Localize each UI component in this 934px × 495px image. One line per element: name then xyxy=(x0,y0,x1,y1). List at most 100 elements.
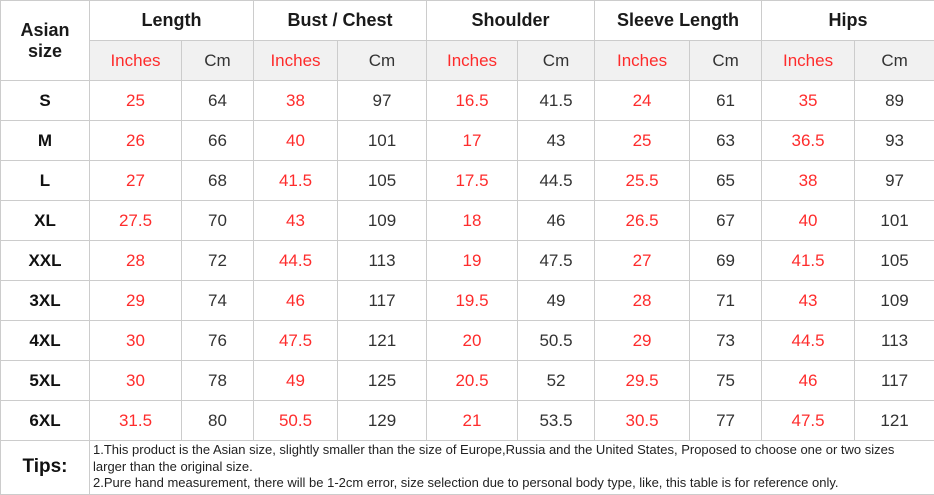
cm-value: 101 xyxy=(855,201,934,241)
inches-value: 26 xyxy=(90,121,182,161)
cm-value: 53.5 xyxy=(518,401,595,441)
inches-value: 29 xyxy=(90,281,182,321)
inches-value: 21 xyxy=(427,401,518,441)
cm-value: 97 xyxy=(338,81,427,121)
inches-value: 29.5 xyxy=(595,361,690,401)
inches-value: 38 xyxy=(762,161,855,201)
unit-header-inches: Inches xyxy=(90,41,182,81)
inches-value: 25 xyxy=(595,121,690,161)
inches-value: 28 xyxy=(595,281,690,321)
size-label: M xyxy=(1,121,90,161)
inches-value: 44.5 xyxy=(762,321,855,361)
unit-header-cm: Cm xyxy=(855,41,934,81)
cm-value: 93 xyxy=(855,121,934,161)
cm-value: 64 xyxy=(182,81,254,121)
inches-value: 41.5 xyxy=(254,161,338,201)
cm-value: 63 xyxy=(690,121,762,161)
inches-value: 17.5 xyxy=(427,161,518,201)
cm-value: 125 xyxy=(338,361,427,401)
size-label: XL xyxy=(1,201,90,241)
size-label: 6XL xyxy=(1,401,90,441)
unit-header-inches: Inches xyxy=(254,41,338,81)
cm-value: 75 xyxy=(690,361,762,401)
cm-value: 76 xyxy=(182,321,254,361)
inches-value: 30 xyxy=(90,321,182,361)
unit-header-inches: Inches xyxy=(762,41,855,81)
corner-header: Asian size xyxy=(1,1,90,81)
inches-value: 44.5 xyxy=(254,241,338,281)
column-group-sleeve-length: Sleeve Length xyxy=(595,1,762,41)
inches-value: 18 xyxy=(427,201,518,241)
inches-value: 46 xyxy=(762,361,855,401)
cm-value: 69 xyxy=(690,241,762,281)
inches-value: 38 xyxy=(254,81,338,121)
cm-value: 72 xyxy=(182,241,254,281)
inches-value: 25 xyxy=(90,81,182,121)
size-label: 4XL xyxy=(1,321,90,361)
cm-value: 89 xyxy=(855,81,934,121)
cm-value: 121 xyxy=(338,321,427,361)
cm-value: 67 xyxy=(690,201,762,241)
cm-value: 41.5 xyxy=(518,81,595,121)
cm-value: 61 xyxy=(690,81,762,121)
inches-value: 30.5 xyxy=(595,401,690,441)
cm-value: 80 xyxy=(182,401,254,441)
tips-text: 1.This product is the Asian size, slight… xyxy=(90,441,934,495)
cm-value: 117 xyxy=(338,281,427,321)
size-label: 5XL xyxy=(1,361,90,401)
inches-value: 27.5 xyxy=(90,201,182,241)
cm-value: 44.5 xyxy=(518,161,595,201)
cm-value: 78 xyxy=(182,361,254,401)
inches-value: 17 xyxy=(427,121,518,161)
cm-value: 66 xyxy=(182,121,254,161)
inches-value: 31.5 xyxy=(90,401,182,441)
cm-value: 105 xyxy=(338,161,427,201)
cm-value: 97 xyxy=(855,161,934,201)
inches-value: 49 xyxy=(254,361,338,401)
inches-value: 47.5 xyxy=(762,401,855,441)
cm-value: 50.5 xyxy=(518,321,595,361)
cm-value: 52 xyxy=(518,361,595,401)
unit-header-cm: Cm xyxy=(690,41,762,81)
cm-value: 109 xyxy=(855,281,934,321)
unit-header-inches: Inches xyxy=(427,41,518,81)
inches-value: 47.5 xyxy=(254,321,338,361)
inches-value: 40 xyxy=(762,201,855,241)
unit-header-cm: Cm xyxy=(182,41,254,81)
inches-value: 40 xyxy=(254,121,338,161)
column-group-bust-chest: Bust / Chest xyxy=(254,1,427,41)
cm-value: 109 xyxy=(338,201,427,241)
inches-value: 27 xyxy=(595,241,690,281)
cm-value: 129 xyxy=(338,401,427,441)
unit-header-cm: Cm xyxy=(518,41,595,81)
unit-header-inches: Inches xyxy=(595,41,690,81)
cm-value: 77 xyxy=(690,401,762,441)
size-label: S xyxy=(1,81,90,121)
inches-value: 30 xyxy=(90,361,182,401)
column-group-hips: Hips xyxy=(762,1,934,41)
inches-value: 36.5 xyxy=(762,121,855,161)
inches-value: 43 xyxy=(762,281,855,321)
inches-value: 41.5 xyxy=(762,241,855,281)
cm-value: 113 xyxy=(855,321,934,361)
inches-value: 35 xyxy=(762,81,855,121)
group-header-row: Asian size Length Bust / Chest Shoulder … xyxy=(1,1,934,41)
tips-label: Tips: xyxy=(1,441,90,495)
cm-value: 65 xyxy=(690,161,762,201)
cm-value: 113 xyxy=(338,241,427,281)
cm-value: 70 xyxy=(182,201,254,241)
unit-header-cm: Cm xyxy=(338,41,427,81)
size-label: 3XL xyxy=(1,281,90,321)
size-label: L xyxy=(1,161,90,201)
tips-line-1: 1.This product is the Asian size, slight… xyxy=(93,442,931,475)
inches-value: 19.5 xyxy=(427,281,518,321)
cm-value: 73 xyxy=(690,321,762,361)
